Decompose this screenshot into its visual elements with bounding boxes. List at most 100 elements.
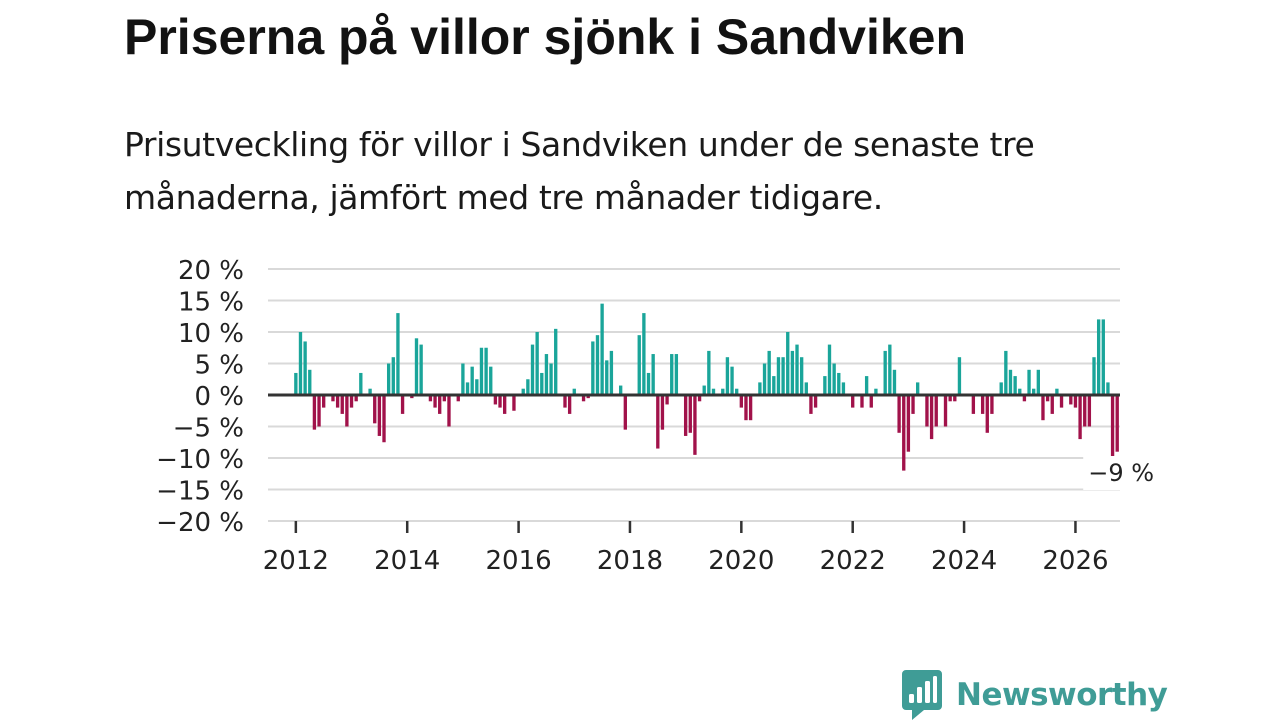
bar xyxy=(823,376,827,395)
bar xyxy=(465,382,470,395)
y-tick-label: −10 % xyxy=(156,445,244,475)
bar xyxy=(902,395,906,471)
bar xyxy=(354,395,358,402)
bar xyxy=(1106,382,1110,395)
bar xyxy=(373,395,377,424)
bar xyxy=(1092,357,1096,395)
bar xyxy=(461,363,465,395)
bar xyxy=(442,395,447,402)
bar xyxy=(535,332,539,395)
chart-title: Priserna på villor sjönk i Sandviken xyxy=(124,9,966,65)
last-value-annotation: −9 % xyxy=(1083,456,1160,490)
bar xyxy=(382,395,386,443)
bar xyxy=(748,395,753,421)
bar xyxy=(396,313,400,395)
bar xyxy=(1041,395,1045,421)
bar xyxy=(651,354,655,395)
bar xyxy=(697,395,702,402)
bar xyxy=(414,338,419,395)
bar xyxy=(567,395,572,414)
bar xyxy=(368,388,372,395)
bar xyxy=(869,395,873,408)
bar xyxy=(688,395,692,433)
bar xyxy=(980,395,985,414)
bar xyxy=(294,372,298,395)
bar xyxy=(1018,388,1022,395)
bar xyxy=(660,395,665,430)
bar xyxy=(911,395,915,414)
bar xyxy=(837,372,841,395)
bar xyxy=(1073,395,1078,408)
bar xyxy=(1096,319,1101,395)
newsworthy-logo: Newsworthy xyxy=(902,670,1168,720)
bar xyxy=(758,382,762,395)
bar xyxy=(493,395,498,405)
bar xyxy=(916,382,920,395)
bar xyxy=(739,395,744,408)
bar xyxy=(619,385,623,395)
bar xyxy=(953,395,957,402)
bar xyxy=(308,369,312,395)
bar xyxy=(540,372,544,395)
bar xyxy=(1004,350,1008,395)
bar xyxy=(985,395,989,433)
bar xyxy=(549,363,553,395)
bar xyxy=(489,366,493,395)
bar xyxy=(906,395,911,452)
bar xyxy=(999,382,1003,395)
bar xyxy=(711,388,716,395)
x-tick-label: 2012 xyxy=(263,546,329,576)
bar xyxy=(530,344,535,395)
bar xyxy=(795,344,799,395)
bar xyxy=(693,395,697,455)
x-tick-label: 2022 xyxy=(820,546,886,576)
x-tick-label: 2026 xyxy=(1042,546,1108,576)
bar xyxy=(1101,319,1105,395)
bar xyxy=(1083,395,1087,427)
bar xyxy=(725,357,730,395)
bar xyxy=(456,395,460,402)
bar xyxy=(1069,395,1073,405)
bar xyxy=(642,313,646,395)
bar xyxy=(674,354,679,395)
bar xyxy=(892,369,897,395)
bar xyxy=(1110,395,1115,458)
x-axis: 2012 2014 2016 2018 2020 2022 2024 2026 xyxy=(263,521,1109,576)
bar xyxy=(335,395,340,408)
bar xyxy=(438,395,442,414)
annotation-label: −9 % xyxy=(1088,459,1154,487)
bar xyxy=(786,332,790,395)
bar xyxy=(400,395,405,414)
bar xyxy=(707,350,711,395)
y-tick-label: −20 % xyxy=(156,508,244,538)
bar xyxy=(484,347,488,395)
bar xyxy=(1032,388,1036,395)
bar xyxy=(813,395,818,408)
bar xyxy=(1008,369,1013,395)
bar xyxy=(554,328,558,395)
x-tick-label: 2014 xyxy=(374,546,440,576)
bar xyxy=(419,344,423,395)
bar xyxy=(1045,395,1050,402)
bar xyxy=(340,395,344,414)
bar xyxy=(990,395,994,414)
bar xyxy=(1115,395,1119,452)
bars xyxy=(294,303,1119,471)
bar xyxy=(1022,395,1027,402)
x-tick-label: 2024 xyxy=(931,546,997,576)
bar xyxy=(948,395,952,402)
bar xyxy=(735,388,739,395)
bar xyxy=(609,350,614,395)
bar xyxy=(888,344,892,395)
y-tick-label: 0 % xyxy=(194,382,244,412)
bar xyxy=(410,395,414,399)
bar xyxy=(957,357,962,395)
bar xyxy=(1027,369,1031,395)
y-tick-label: 15 % xyxy=(178,288,244,318)
y-tick-label: 20 % xyxy=(178,256,244,286)
bar xyxy=(744,395,748,421)
chart-bubble-icon xyxy=(902,670,942,720)
bar xyxy=(563,395,567,408)
bar xyxy=(386,363,391,395)
bar xyxy=(331,395,335,402)
